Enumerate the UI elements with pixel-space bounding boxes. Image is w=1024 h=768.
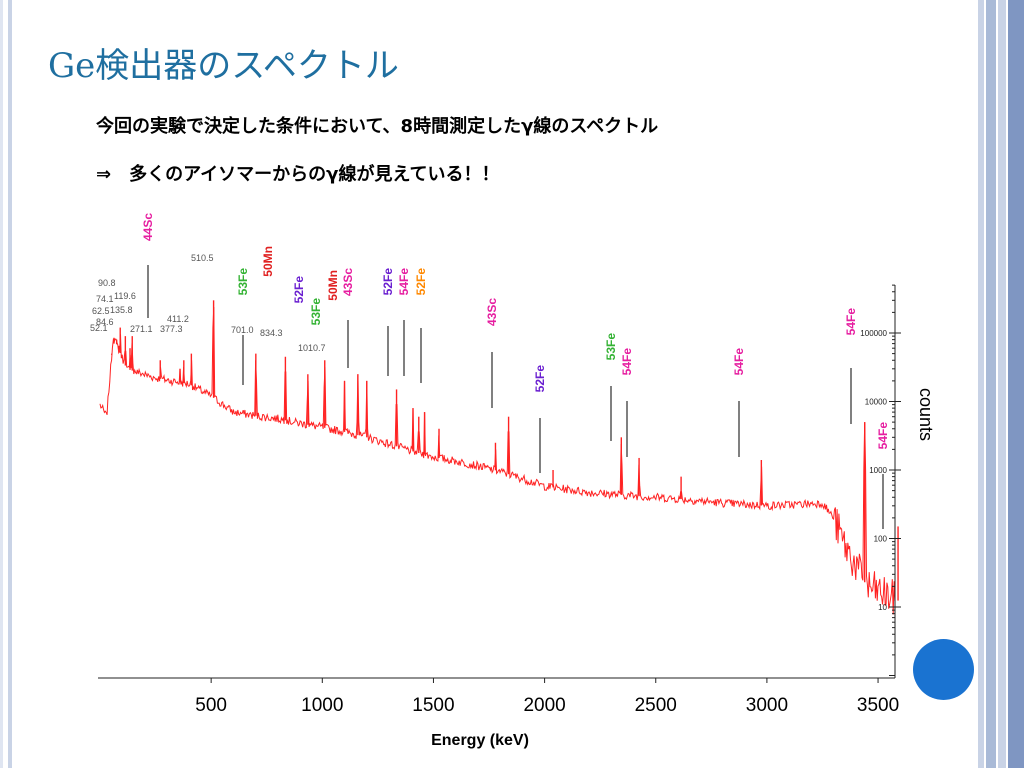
isotope-label: 52Fe bbox=[381, 268, 395, 296]
peak-energy-label: 90.8 bbox=[98, 278, 116, 288]
x-tick-label: 1000 bbox=[301, 695, 343, 716]
isotope-label: 52Fe bbox=[292, 276, 306, 304]
isotope-label: 52Fe bbox=[414, 268, 428, 296]
x-axis-label: Energy (keV) bbox=[431, 732, 529, 749]
isotope-label: 43Sc bbox=[485, 298, 499, 326]
description-line-1: 今回の実験で決定した条件において、8時間測定したγ線のスペクトル bbox=[96, 116, 659, 137]
isotope-label: 43Sc bbox=[341, 268, 355, 296]
peak-energy-label: 119.6 bbox=[114, 291, 136, 301]
description-line-2: ⇒ 多くのアイソマーからのγ線が見えている！！ bbox=[96, 164, 500, 185]
isotope-label: 54Fe bbox=[732, 348, 746, 376]
x-tick-label: 3500 bbox=[857, 695, 899, 716]
peak-energy-label: 701.0 bbox=[231, 325, 254, 335]
y-tick-label: 10000 bbox=[865, 398, 888, 407]
spectrum-line bbox=[99, 306, 896, 615]
x-tick-label: 2000 bbox=[523, 695, 565, 716]
isotope-label: 54Fe bbox=[397, 268, 411, 296]
y-tick-label: 100 bbox=[874, 535, 888, 544]
peak-energy-label: 84.6 bbox=[96, 317, 114, 327]
isotope-label: 54Fe bbox=[876, 422, 890, 450]
isotope-label: 44Sc bbox=[141, 213, 155, 241]
y-tick-label: 100000 bbox=[860, 329, 887, 338]
isotope-label: 53Fe bbox=[604, 333, 618, 361]
isotope-label: 50Mn bbox=[326, 270, 340, 301]
slide-left-border-outer bbox=[0, 0, 3, 768]
y-tick-label: 10 bbox=[878, 603, 887, 612]
x-tick-label: 500 bbox=[195, 695, 227, 716]
peak-energy-label: 510.5 bbox=[191, 253, 214, 263]
isotope-label: 53Fe bbox=[236, 268, 250, 296]
isotope-label: 54Fe bbox=[844, 308, 858, 336]
peak-energy-label: 834.3 bbox=[260, 328, 283, 338]
isotope-label: 54Fe bbox=[620, 348, 634, 376]
x-tick-label: 3000 bbox=[746, 695, 788, 716]
isotope-label: 52Fe bbox=[533, 365, 547, 393]
peak-energy-label: 1010.7 bbox=[298, 343, 326, 353]
y-axis-label: counts bbox=[916, 388, 936, 441]
slide-title: Ge検出器のスペクトル bbox=[48, 46, 399, 86]
peak-energy-label: 62.5 bbox=[92, 306, 110, 316]
peak-energy-label: 271.1 bbox=[130, 324, 153, 334]
x-tick-label: 2500 bbox=[635, 695, 677, 716]
accent-circle bbox=[913, 639, 974, 700]
isotope-label: 53Fe bbox=[309, 298, 323, 326]
peak-energy-label: 135.8 bbox=[110, 305, 133, 315]
peak-energy-label: 74.1 bbox=[96, 294, 114, 304]
isotope-label: 50Mn bbox=[261, 246, 275, 277]
y-tick-label: 1000 bbox=[869, 466, 887, 475]
slide-left-border bbox=[8, 0, 12, 768]
peak-energy-label: 377.3 bbox=[160, 324, 183, 334]
x-tick-label: 1500 bbox=[412, 695, 454, 716]
slide-right-border bbox=[978, 0, 1024, 768]
peak-energy-label: 52.1 bbox=[90, 323, 108, 333]
peak-energy-label: 411.2 bbox=[167, 314, 189, 324]
